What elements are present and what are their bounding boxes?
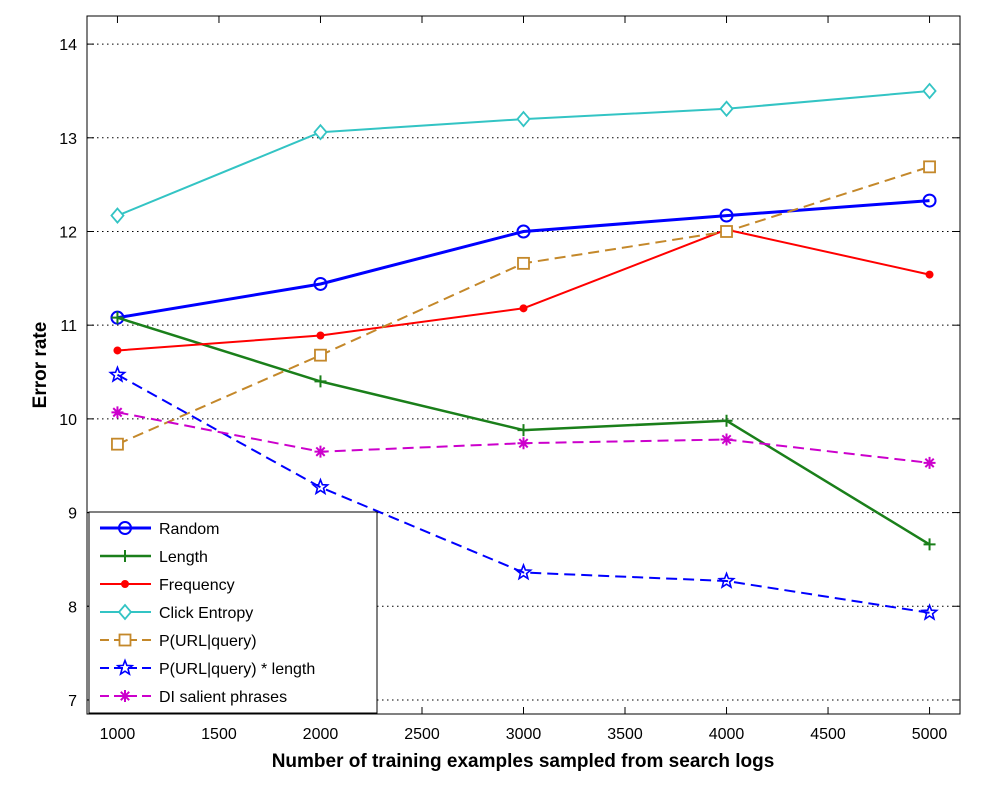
y-axis-title: Error rate [30, 322, 51, 409]
y-tick-label: 12 [59, 224, 77, 241]
series-click-entropy [110, 82, 937, 224]
legend-label: Click Entropy [159, 605, 253, 622]
legend-item: Length [100, 549, 208, 566]
data-point [517, 256, 530, 270]
legend-marker [115, 658, 135, 676]
y-axis: 7 8 9 10 11 12 13 14 [59, 37, 960, 710]
data-point [920, 603, 939, 621]
x-tick-label: 2000 [303, 726, 339, 743]
x-tick-label: 2500 [404, 726, 440, 743]
data-point [923, 160, 936, 174]
legend-item: P(URL|query) [100, 633, 257, 650]
legend-marker [118, 633, 132, 647]
x-tick-label: 3000 [506, 726, 542, 743]
legend-label: Length [159, 549, 208, 566]
data-point [517, 437, 530, 450]
legend-marker [117, 603, 133, 621]
x-tick-label: 1000 [100, 726, 136, 743]
data-point [923, 456, 936, 469]
y-tick-label: 8 [68, 599, 77, 616]
series-length [111, 311, 936, 551]
x-axis-title: Number of training examples sampled from… [272, 751, 775, 772]
data-point [719, 208, 734, 223]
data-point [519, 304, 528, 313]
data-point [720, 433, 733, 446]
data-point [516, 224, 531, 239]
y-tick-label: 9 [68, 506, 77, 523]
data-point [314, 445, 327, 458]
series-line [117, 373, 930, 614]
legend-label: P(URL|query) [159, 633, 257, 650]
legend-label: DI salient phrases [159, 689, 287, 706]
data-point [514, 562, 533, 581]
y-tick-label: 14 [59, 37, 77, 54]
legend-item: Frequency [100, 577, 235, 594]
x-tick-label: 5000 [912, 726, 948, 743]
data-point [719, 100, 734, 118]
legend-item: DI salient phrases [100, 689, 287, 706]
data-point [313, 123, 328, 141]
series-group [108, 82, 939, 621]
y-tick-label: 11 [60, 318, 77, 335]
legend: Random Length Frequency Click Entropy P(URL|… [88, 511, 378, 714]
data-point [113, 346, 122, 355]
x-tick-label: 1500 [201, 726, 237, 743]
data-point [720, 414, 733, 427]
data-point [314, 375, 327, 388]
legend-label: Random [159, 521, 219, 538]
data-point [108, 365, 127, 383]
legend-item: Click Entropy [100, 603, 253, 622]
data-point [110, 207, 125, 224]
series-p-url-query [111, 160, 936, 451]
legend-label: P(URL|query) * length [159, 661, 315, 678]
data-point [316, 331, 325, 340]
data-point [111, 406, 124, 419]
legend-label: Frequency [159, 577, 235, 594]
data-point [720, 225, 733, 238]
legend-marker [121, 580, 129, 588]
legend-item: P(URL|query) * length [100, 658, 315, 678]
data-point [717, 571, 736, 589]
data-point [922, 193, 937, 208]
x-tick-label: 4500 [810, 726, 846, 743]
legend-marker [118, 521, 132, 535]
legend-marker [119, 690, 131, 702]
series-di-salient-phrases [111, 406, 936, 469]
data-point [111, 437, 124, 451]
data-point [922, 82, 937, 100]
y-tick-label: 7 [68, 693, 77, 710]
data-point [923, 538, 936, 551]
x-tick-label: 3500 [607, 726, 643, 743]
data-point [517, 424, 530, 437]
data-point [314, 348, 327, 362]
series-p-url-query-length [108, 365, 939, 621]
y-tick-label: 13 [59, 131, 77, 148]
legend-marker [119, 550, 131, 562]
data-point [516, 110, 531, 128]
data-point [313, 276, 328, 291]
x-tick-label: 4000 [709, 726, 745, 743]
legend-item: Random [100, 521, 219, 538]
data-point [311, 477, 330, 496]
y-tick-label: 10 [59, 412, 77, 429]
data-point [925, 270, 934, 279]
x-axis: 1000 1500 2000 2500 3000 3500 4000 4500 5000 [100, 16, 948, 743]
data-point [111, 311, 124, 324]
